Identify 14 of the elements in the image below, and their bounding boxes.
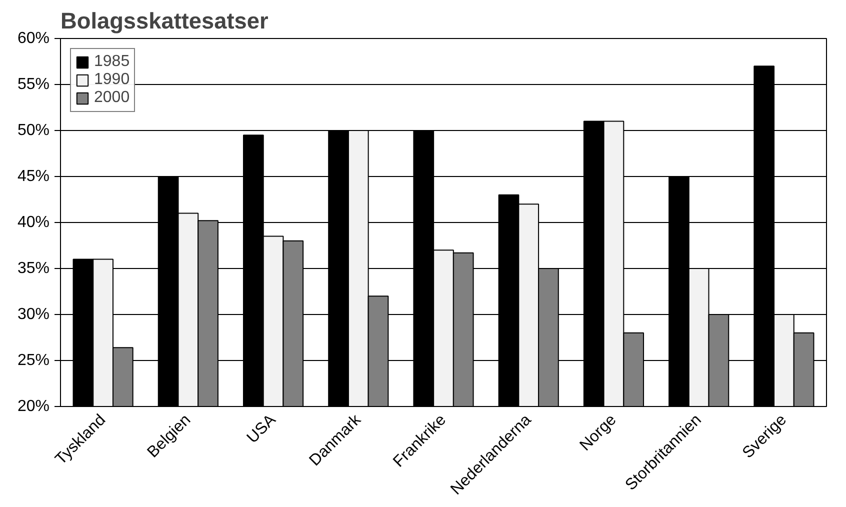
y-tick-label: 20% [17, 398, 50, 415]
y-tick-label: 60% [17, 30, 50, 47]
x-tick-label: USA [244, 411, 280, 447]
y-tick-label: 35% [17, 260, 50, 277]
y-tick-label: 30% [17, 306, 50, 323]
legend-label: 1985 [94, 53, 130, 71]
y-tick-label: 40% [17, 214, 50, 231]
y-tick-label: 45% [17, 168, 50, 185]
legend-label: 2000 [94, 89, 130, 107]
legend-label: 1990 [94, 71, 130, 89]
chart-title: Bolagsskattesatser [60, 8, 268, 34]
y-tick-label: 50% [17, 122, 50, 139]
y-tick-label: 55% [17, 76, 50, 93]
y-tick-label: 25% [17, 352, 50, 369]
